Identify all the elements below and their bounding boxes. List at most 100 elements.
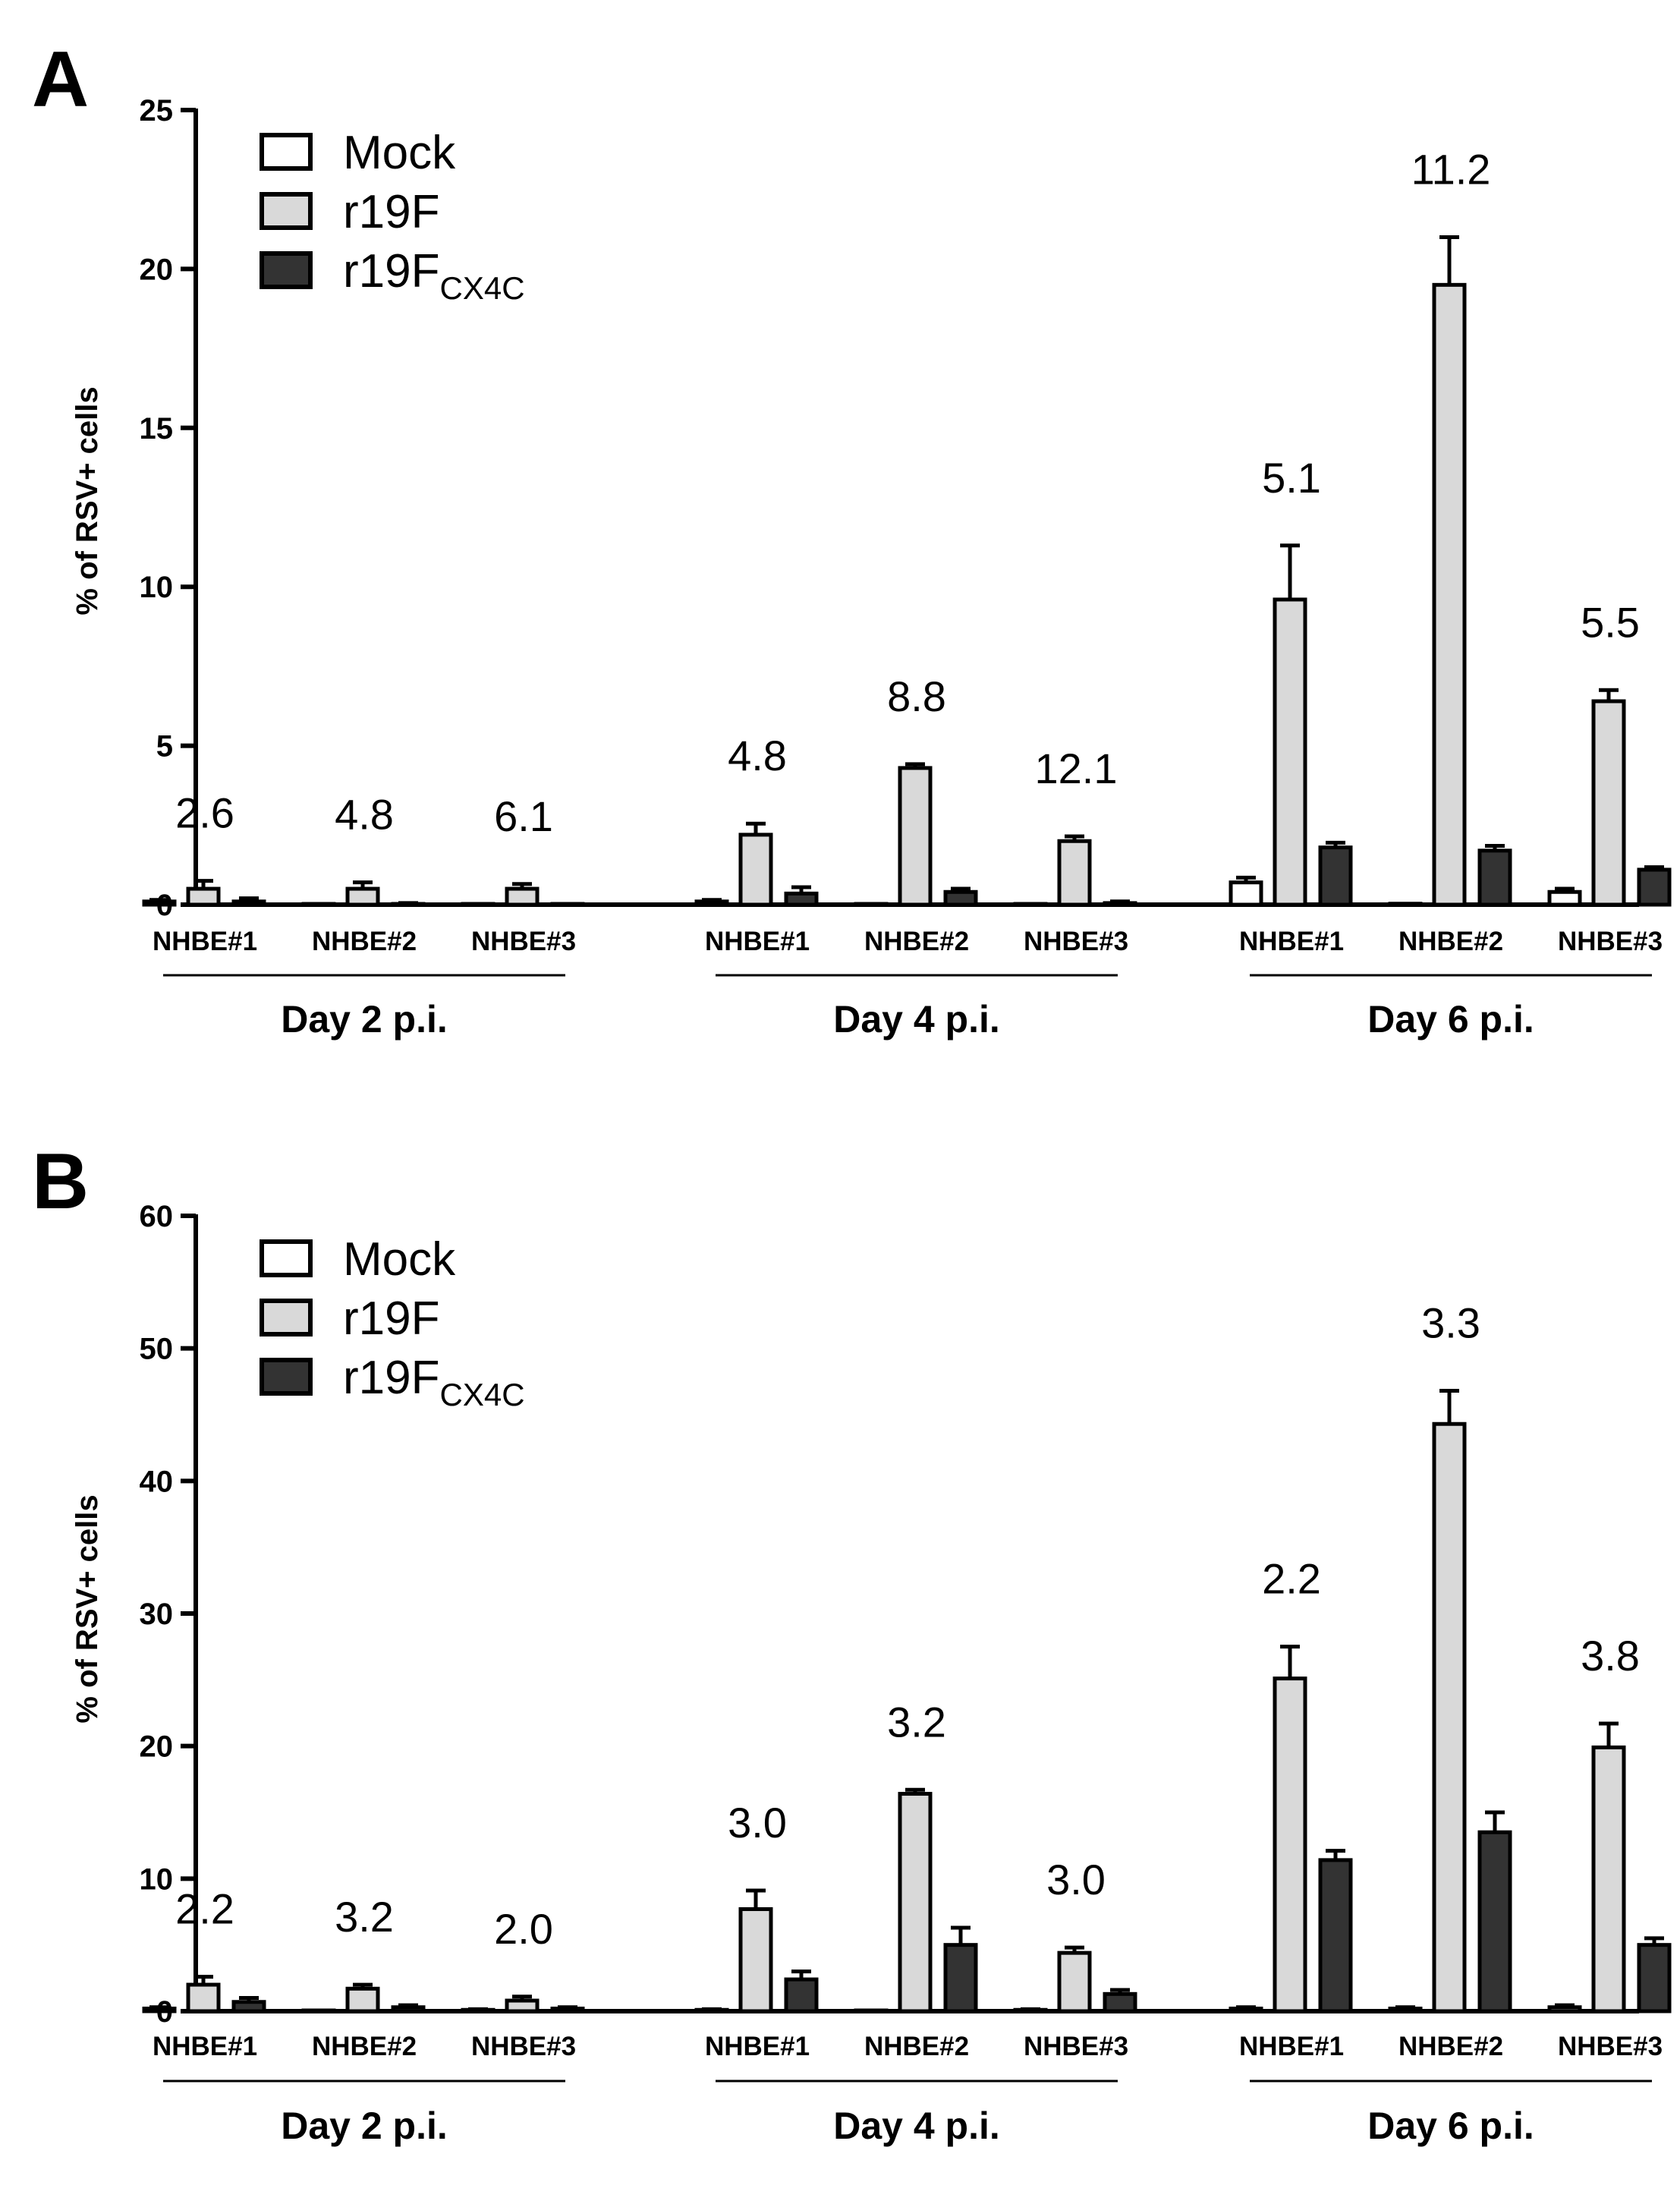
bar-mock bbox=[1013, 902, 1048, 907]
bar-r19fcx4c bbox=[1477, 848, 1512, 907]
x-tick-label: NHBE#2 bbox=[312, 927, 417, 956]
y-tick-label: 20 bbox=[140, 253, 174, 286]
bar-mock bbox=[1388, 902, 1423, 907]
bar-mock bbox=[694, 899, 729, 907]
fold-change-label: 3.8 bbox=[1581, 1632, 1640, 1680]
x-tick-label: NHBE#2 bbox=[312, 2032, 417, 2061]
bar-r19f bbox=[345, 1986, 380, 2013]
fold-change-label: 3.0 bbox=[728, 1799, 787, 1847]
x-tick-label: NHBE#2 bbox=[864, 927, 969, 956]
bar-mock bbox=[1547, 889, 1582, 907]
bar-r19fcx4c bbox=[1103, 1991, 1137, 2013]
bar-r19f bbox=[186, 886, 221, 907]
bar-r19fcx4c bbox=[784, 891, 819, 907]
y-tick-label: 15 bbox=[140, 412, 174, 446]
bar-mock bbox=[1229, 880, 1263, 907]
fold-change-label: 6.1 bbox=[494, 792, 553, 840]
y-tick-label: 40 bbox=[140, 1465, 174, 1498]
bar-r19fcx4c bbox=[1637, 1943, 1672, 2013]
x-tick-label: NHBE#1 bbox=[705, 927, 810, 956]
bar-mock bbox=[461, 902, 496, 907]
group-label: Day 6 p.i. bbox=[1367, 998, 1534, 1041]
panel-b: B % of RSV+ cells 01020304050602.23.22.0… bbox=[32, 1138, 1672, 2147]
bar-mock bbox=[854, 2008, 889, 2013]
bar-r19f bbox=[1273, 597, 1307, 907]
y-tick-label: 20 bbox=[140, 1730, 174, 1764]
fold-change-label: 3.3 bbox=[1421, 1299, 1480, 1347]
bar-r19f bbox=[1273, 1677, 1307, 2013]
bar-r19f bbox=[1591, 1745, 1626, 2013]
bar-mock bbox=[142, 899, 177, 907]
group-label: Day 2 p.i. bbox=[281, 2105, 448, 2147]
y-tick-label: 10 bbox=[140, 1862, 174, 1896]
bar-r19f bbox=[738, 1907, 773, 2013]
bar-r19fcx4c bbox=[1637, 867, 1672, 907]
legend-swatch bbox=[260, 251, 313, 289]
y-tick-label: 30 bbox=[140, 1598, 174, 1631]
bar-r19f bbox=[345, 886, 380, 907]
bar-mock bbox=[301, 902, 336, 907]
bar-r19f bbox=[1432, 1422, 1467, 2013]
x-tick-label: NHBE#3 bbox=[1024, 2032, 1128, 2061]
fold-change-label: 5.5 bbox=[1581, 598, 1640, 646]
bar-r19fcx4c bbox=[1477, 1830, 1512, 2013]
bar-mock bbox=[854, 902, 889, 907]
bar-r19f bbox=[505, 886, 540, 907]
fold-change-label: 12.1 bbox=[1035, 745, 1118, 792]
y-tick-label: 60 bbox=[140, 1200, 174, 1233]
fold-change-label: 8.8 bbox=[887, 672, 946, 720]
panel-a-chart: 05101520252.64.86.14.88.812.15.111.25.5N… bbox=[140, 94, 1672, 1041]
bar-r19fcx4c bbox=[943, 889, 978, 907]
panel-b-ylabel: % of RSV+ cells bbox=[71, 1494, 104, 1723]
bar-r19fcx4c bbox=[391, 2005, 426, 2013]
panel-a: A % of RSV+ cells 05101520252.64.86.14.8… bbox=[32, 36, 1672, 1041]
x-tick-label: NHBE#3 bbox=[1024, 927, 1128, 956]
fold-change-label: 4.8 bbox=[728, 732, 787, 779]
bar-mock bbox=[301, 2008, 336, 2013]
bar-r19fcx4c bbox=[231, 2000, 266, 2013]
fold-change-label: 2.6 bbox=[175, 789, 234, 837]
bar-r19f bbox=[505, 1998, 540, 2013]
bar-r19fcx4c bbox=[943, 1943, 978, 2013]
x-tick-label: NHBE#1 bbox=[153, 927, 257, 956]
group-label: Day 4 p.i. bbox=[833, 2105, 1000, 2147]
legend-swatch bbox=[260, 1239, 313, 1277]
fold-change-label: 3.2 bbox=[887, 1698, 946, 1746]
fold-change-label: 2.2 bbox=[1262, 1555, 1321, 1603]
group-label: Day 6 p.i. bbox=[1367, 2105, 1534, 2147]
bar-r19fcx4c bbox=[1318, 845, 1353, 907]
legend-subscript: CX4C bbox=[439, 270, 524, 306]
x-tick-label: NHBE#2 bbox=[1398, 927, 1503, 956]
legend-swatch bbox=[260, 192, 313, 230]
legend-label: r19FCX4C bbox=[343, 245, 525, 306]
bar-r19fcx4c bbox=[784, 1977, 819, 2013]
legend-swatch bbox=[260, 1299, 313, 1337]
x-tick-label: NHBE#3 bbox=[471, 927, 576, 956]
group-label: Day 4 p.i. bbox=[833, 998, 1000, 1041]
x-tick-label: NHBE#1 bbox=[705, 2032, 810, 2061]
bar-r19fcx4c bbox=[231, 899, 266, 907]
bar-r19f bbox=[738, 833, 773, 907]
x-tick-label: NHBE#3 bbox=[1558, 2032, 1663, 2061]
legend-label: Mock bbox=[343, 1233, 456, 1286]
panel-a-label: A bbox=[32, 36, 89, 124]
x-tick-label: NHBE#2 bbox=[1398, 2032, 1503, 2061]
legend-label: r19F bbox=[343, 1292, 439, 1345]
panel-b-label: B bbox=[32, 1138, 89, 1226]
x-tick-label: NHBE#1 bbox=[1239, 927, 1344, 956]
bar-r19f bbox=[1057, 839, 1092, 907]
x-tick-label: NHBE#3 bbox=[471, 2032, 576, 2061]
legend-subscript: CX4C bbox=[439, 1377, 524, 1412]
legend-swatch bbox=[260, 1358, 313, 1396]
legend-swatch bbox=[260, 133, 313, 171]
bar-mock bbox=[1547, 2005, 1582, 2013]
legend-label: r19FCX4C bbox=[343, 1352, 525, 1412]
group-label: Day 2 p.i. bbox=[281, 998, 448, 1041]
x-tick-label: NHBE#3 bbox=[1558, 927, 1663, 956]
y-tick-label: 10 bbox=[140, 571, 174, 604]
y-tick-label: 50 bbox=[140, 1333, 174, 1366]
panel-b-chart: 01020304050602.23.22.03.03.23.02.23.33.8… bbox=[140, 1200, 1672, 2147]
fold-change-label: 3.0 bbox=[1046, 1856, 1106, 1903]
